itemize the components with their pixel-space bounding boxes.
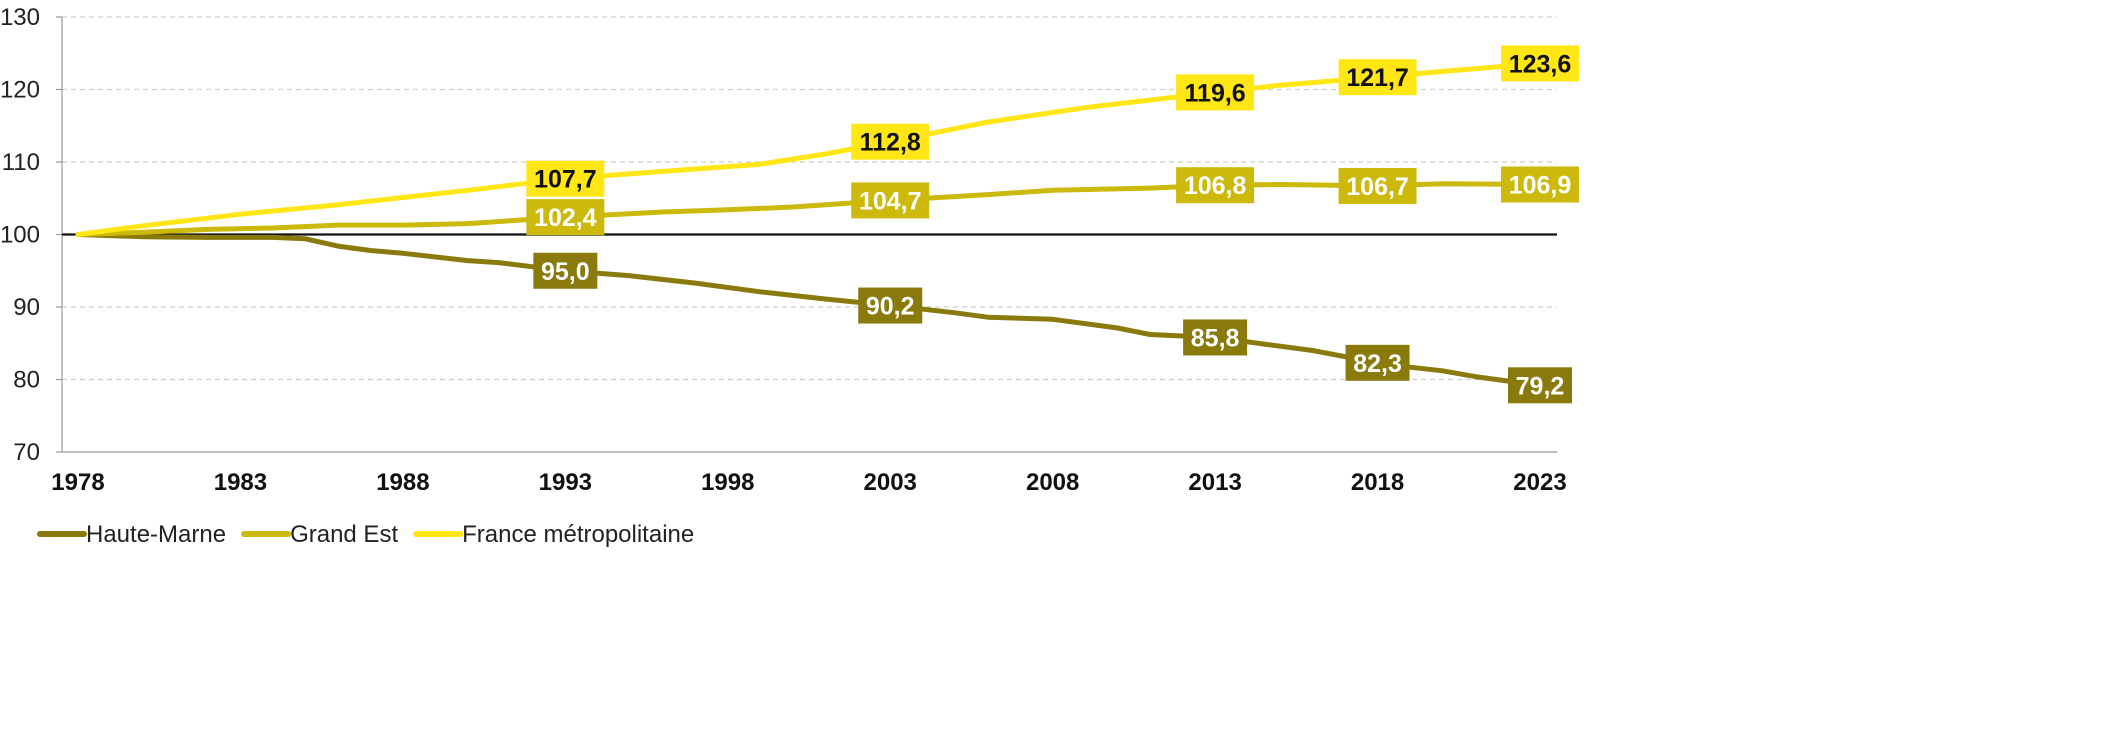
data-label: 106,8 (1184, 172, 1247, 200)
grid-lines (62, 16, 1557, 381)
legend: Haute-Marne Grand Est France métropolitain… (37, 521, 694, 548)
data-labels: 95,0 90,2 85,8 82,3 79,2 102,4 104,7 106,8 106,7… (526, 45, 1579, 404)
data-label-box (526, 160, 605, 197)
x-tick-label: 1978 (51, 469, 104, 496)
data-label-box (1338, 59, 1417, 96)
data-label: 121,7 (1346, 64, 1409, 92)
data-label-box (1501, 166, 1579, 203)
x-tick-label: 2008 (1026, 469, 1079, 496)
data-label-box (1176, 167, 1255, 204)
data-label-box (1501, 45, 1579, 82)
x-tick-label: 1998 (701, 469, 754, 496)
data-label: 102,4 (534, 204, 597, 232)
x-tick-label: 2003 (864, 469, 917, 496)
x-tick-label: 2023 (1513, 469, 1566, 496)
data-label: 85,8 (1191, 324, 1240, 352)
data-label: 106,9 (1509, 171, 1572, 199)
data-label-box (851, 182, 930, 219)
data-label-box (1508, 367, 1572, 404)
series-lines (75, 60, 1543, 388)
data-label-box (858, 287, 923, 324)
legend-label: Haute-Marne (86, 521, 226, 548)
data-label: 104,7 (859, 187, 922, 215)
x-tick-label: 2013 (1188, 469, 1241, 496)
legend-label: Grand Est (290, 521, 398, 548)
data-label-box (1338, 167, 1417, 204)
data-label-box (851, 123, 930, 160)
data-label: 82,3 (1353, 350, 1402, 378)
data-label: 106,7 (1346, 173, 1409, 201)
data-label: 107,7 (534, 166, 597, 194)
data-label: 119,6 (1185, 79, 1246, 107)
data-label-box (526, 199, 605, 236)
data-label: 95,0 (541, 258, 590, 286)
y-tick-label: 120 (0, 77, 40, 104)
legend-label: France métropolitaine (462, 521, 694, 548)
y-tick-label: 90 (13, 294, 40, 321)
series-line-france-m-tropolitaine (75, 60, 1543, 237)
y-tick-label: 80 (13, 367, 40, 394)
x-tick-label: 1988 (376, 469, 429, 496)
y-tick-label: 100 (0, 222, 40, 249)
data-label-box (1345, 344, 1410, 381)
series-line-haute-marne (75, 232, 1543, 388)
y-tick-label: 110 (2, 149, 40, 176)
x-tick-label: 2018 (1351, 469, 1404, 496)
data-label-box (1176, 74, 1255, 111)
axes: 70 80 90 100 110 120 130 1978 1983 1988 1993 1998 20… (0, 4, 1567, 496)
data-label: 90,2 (866, 293, 915, 321)
data-label: 123,6 (1509, 50, 1572, 78)
x-tick-label: 1993 (539, 469, 592, 496)
data-label-box (533, 252, 598, 289)
y-tick-label: 70 (13, 439, 40, 466)
x-tick-label: 1983 (214, 469, 267, 496)
data-label: 79,2 (1516, 372, 1565, 400)
series-line-grand-est (75, 181, 1543, 237)
y-tick-label: 130 (0, 4, 40, 31)
data-label-box (1183, 319, 1248, 356)
data-label: 112,8 (860, 129, 921, 157)
